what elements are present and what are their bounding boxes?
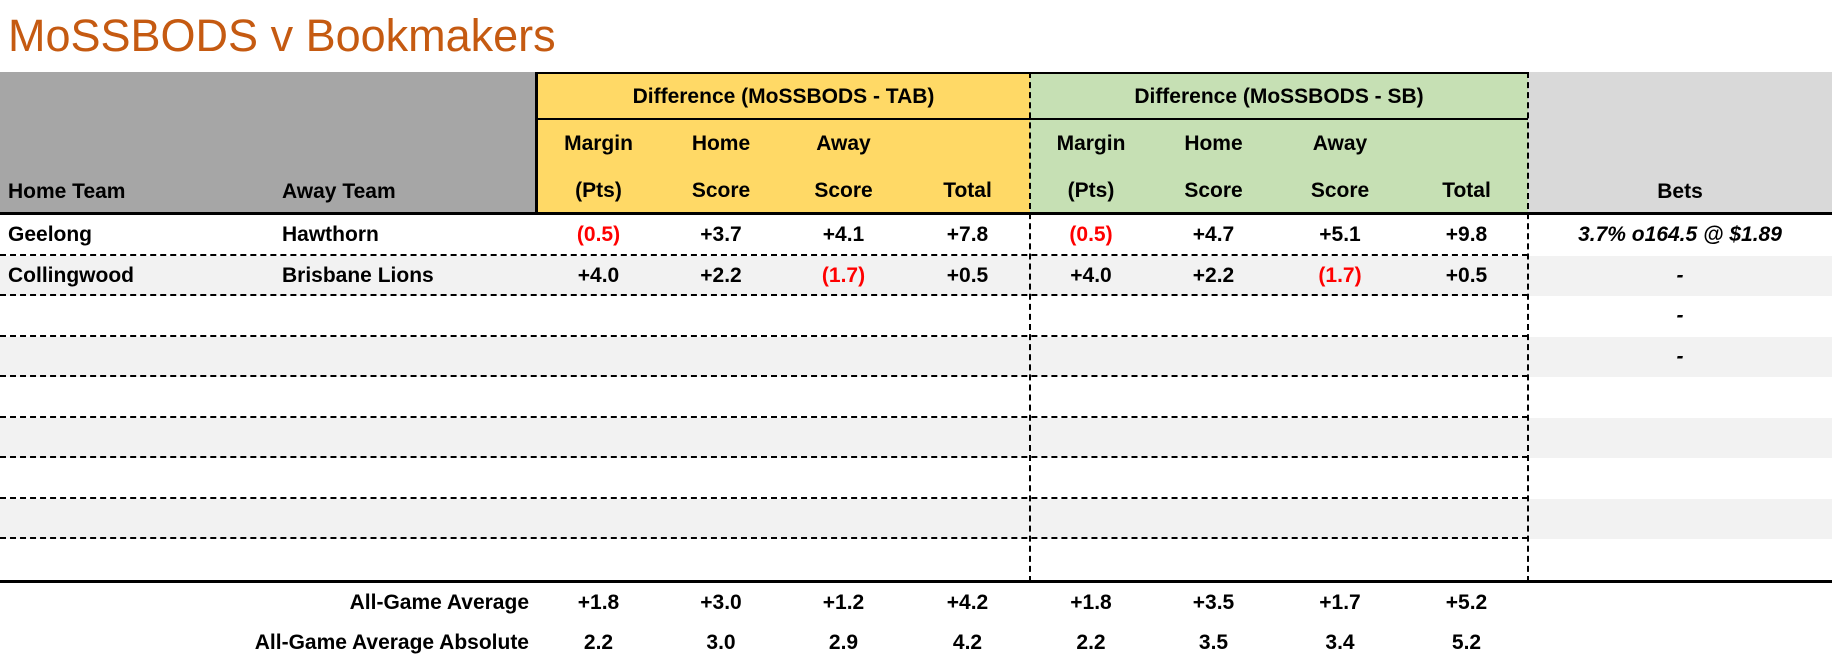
col-header-tab-away-score: Away Score — [814, 132, 873, 202]
table-row-5 — [0, 377, 1832, 418]
group-header-tab: Difference (MoSSBODS - TAB) — [537, 74, 1030, 120]
cell-sb-total[interactable]: +0.5 — [1445, 263, 1488, 287]
cell-sb-home-score[interactable]: +4.7 — [1192, 223, 1235, 246]
cell-tab-home-score[interactable]: +3.7 — [700, 223, 742, 246]
cell-tab-margin[interactable]: +4.0 — [577, 263, 620, 287]
table-body: Geelong Hawthorn (0.5) +3.7 +4.1 +7.8 (0… — [0, 215, 1832, 583]
cell-sb-margin[interactable]: (0.5) — [1069, 223, 1113, 246]
table-row-7 — [0, 458, 1832, 499]
divider-teams-tab — [535, 72, 538, 215]
cell-tab-total[interactable]: +0.5 — [946, 263, 989, 287]
table-row-6 — [0, 417, 1832, 459]
cell-bets — [1528, 458, 1832, 499]
avg-tab-margin[interactable]: +1.8 — [577, 590, 620, 614]
cell-bets — [1528, 499, 1832, 540]
col-header-sb-total: Total — [1442, 178, 1491, 202]
group-header-sb: Difference (MoSSBODS - SB) — [1030, 74, 1528, 120]
cell-sb-margin[interactable]: +4.0 — [1070, 263, 1112, 287]
cell-tab-away-score[interactable]: +4.1 — [822, 223, 865, 246]
table-header: Home Team Away Team Difference (MoSSBODS… — [0, 72, 1832, 215]
cell-tab-home-score[interactable]: +2.2 — [700, 263, 742, 287]
col-header-sb-margin: Margin (Pts) — [1056, 132, 1126, 202]
team-header-block: Home Team Away Team — [0, 72, 537, 212]
table-row-3: - — [0, 296, 1832, 337]
cell-sb-total[interactable]: +9.8 — [1445, 223, 1488, 246]
col-header-home-team: Home Team — [8, 180, 126, 203]
col-header-sb-home-score: Home Score — [1184, 132, 1243, 202]
abs-sb-home-score[interactable]: 3.5 — [1198, 630, 1229, 654]
page-title: MoSSBODS v Bookmakers — [8, 10, 556, 61]
col-header-tab-home-score: Home Score — [691, 132, 751, 202]
cell-tab-away-score[interactable]: (1.7) — [821, 263, 866, 287]
cell-tab-margin[interactable]: (0.5) — [576, 223, 621, 246]
cell-bets — [1528, 418, 1832, 459]
table-row-9 — [0, 539, 1832, 580]
sb-subheaders: Margin (Pts) Home Score Away Score Total — [1030, 120, 1528, 213]
cell-bets[interactable]: - — [1676, 304, 1684, 327]
tab-difference-block: Difference (MoSSBODS - TAB) Margin (Pts)… — [537, 72, 1030, 212]
cell-bets — [1528, 377, 1832, 418]
cell-home-team[interactable]: Collingwood — [8, 263, 134, 287]
abs-tab-total[interactable]: 4.2 — [952, 630, 983, 654]
table-row-4: - — [0, 336, 1832, 377]
avg-sb-margin[interactable]: +1.8 — [1070, 590, 1112, 614]
summary-row-average: All-Game Average +1.8 +3.0 +1.2 +4.2 +1.… — [0, 583, 1832, 623]
table-row-2: Collingwood Brisbane Lions +4.0 +2.2 (1.… — [0, 255, 1832, 296]
cell-sb-home-score[interactable]: +2.2 — [1192, 263, 1235, 287]
col-header-tab-total: Total — [943, 178, 992, 202]
col-header-away-team: Away Team — [282, 180, 396, 203]
table-row-8 — [0, 498, 1832, 540]
cell-bets[interactable]: - — [1676, 344, 1684, 368]
cell-home-team[interactable]: Geelong — [8, 223, 93, 246]
abs-tab-home-score[interactable]: 3.0 — [706, 630, 736, 654]
cell-tab-total[interactable]: +7.8 — [946, 223, 989, 246]
abs-sb-margin[interactable]: 2.2 — [1076, 630, 1106, 654]
cell-bets[interactable]: - — [1676, 263, 1684, 287]
cell-sb-away-score[interactable]: (1.7) — [1318, 263, 1362, 287]
col-header-sb-away-score: Away Score — [1310, 132, 1370, 202]
cell-away-team[interactable]: Hawthorn — [282, 223, 379, 246]
summary-row-average-absolute: All-Game Average Absolute 2.2 3.0 2.9 4.… — [0, 623, 1832, 663]
tab-subheaders: Margin (Pts) Home Score Away Score Total — [537, 120, 1030, 213]
cell-bets — [1528, 539, 1832, 580]
summary-label: All-Game Average — [349, 590, 529, 614]
cell-away-team[interactable]: Brisbane Lions — [282, 263, 434, 287]
comparison-table: Home Team Away Team Difference (MoSSBODS… — [0, 72, 1832, 663]
abs-sb-total[interactable]: 5.2 — [1451, 630, 1482, 654]
avg-sb-home-score[interactable]: +3.5 — [1192, 590, 1235, 614]
divider-tab-sb — [1029, 72, 1031, 582]
abs-tab-margin[interactable]: 2.2 — [583, 630, 614, 654]
table-row-1: Geelong Hawthorn (0.5) +3.7 +4.1 +7.8 (0… — [0, 215, 1832, 256]
avg-tab-away-score[interactable]: +1.2 — [822, 590, 865, 614]
summary-label: All-Game Average Absolute — [254, 630, 529, 654]
divider-sb-bets — [1527, 72, 1529, 582]
col-header-tab-margin: Margin (Pts) — [564, 132, 633, 202]
abs-tab-away-score[interactable]: 2.9 — [828, 630, 859, 654]
summary-section: All-Game Average +1.8 +3.0 +1.2 +4.2 +1.… — [0, 583, 1832, 663]
avg-tab-total[interactable]: +4.2 — [946, 590, 989, 614]
sb-difference-block: Difference (MoSSBODS - SB) Margin (Pts) … — [1030, 72, 1528, 212]
avg-sb-total[interactable]: +5.2 — [1445, 590, 1488, 614]
abs-sb-away-score[interactable]: 3.4 — [1325, 630, 1355, 654]
avg-sb-away-score[interactable]: +1.7 — [1319, 590, 1361, 614]
cell-sb-away-score[interactable]: +5.1 — [1319, 223, 1361, 246]
col-header-bets: Bets — [1528, 72, 1832, 212]
cell-bets[interactable]: 3.7% o164.5 @ $1.89 — [1578, 223, 1782, 246]
avg-tab-home-score[interactable]: +3.0 — [700, 590, 742, 614]
